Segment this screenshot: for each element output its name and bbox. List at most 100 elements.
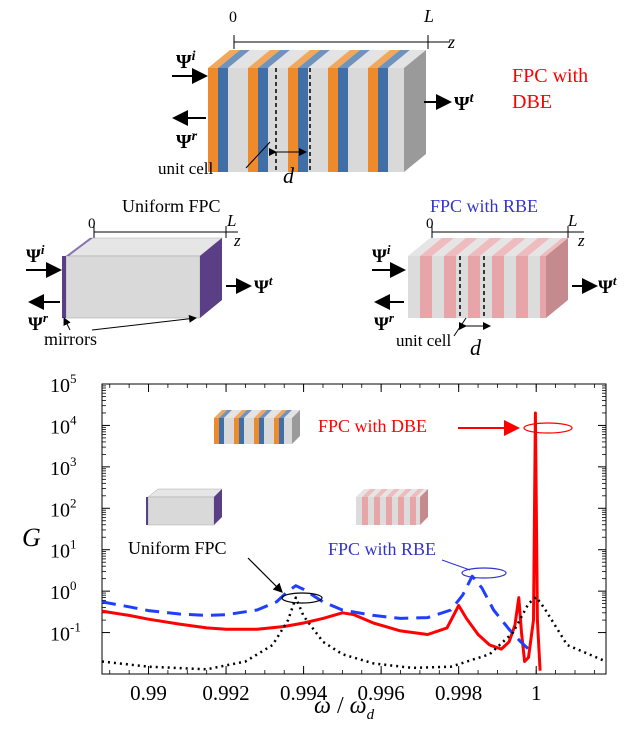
uniform-axis-end: L <box>226 211 236 230</box>
inset-rbe-stripe <box>404 497 410 525</box>
inset-rbe-stripe <box>380 497 386 525</box>
dbe-label-line2: DBE <box>512 91 552 113</box>
inset-dbe-stripe <box>259 418 264 444</box>
dbe-label-line1: FPC with <box>512 65 588 87</box>
rbe-axis-end: L <box>567 211 577 230</box>
dbe-axis-var: z <box>447 32 455 52</box>
inset-dbe-stripe <box>269 418 274 444</box>
uniform-diagram: Uniform FPC 0 L z Ψi Ψr Ψt mirrors <box>26 196 273 349</box>
dbe-axis-start: 0 <box>229 9 237 26</box>
dbe-axis-end: L <box>423 6 434 26</box>
y-axis-label: G <box>22 523 41 552</box>
series-fpc-with-rbe <box>101 574 530 651</box>
uniform-psi-reflected: Ψr <box>28 310 49 335</box>
x-tick-label: 1 <box>531 681 542 705</box>
x-tick-label: 0.99 <box>130 681 167 705</box>
rbe-stripe <box>408 256 420 318</box>
dbe-psi-incident: Ψi <box>176 49 196 73</box>
x-tick-label: 0.994 <box>280 681 328 705</box>
plot-frame <box>101 383 607 675</box>
dbe-stripe <box>378 68 388 172</box>
uniform-psi-transmitted: Ψt <box>254 273 273 298</box>
annotation-dbe: FPC with DBE <box>318 416 427 436</box>
rbe-psi-incident: Ψi <box>372 242 391 267</box>
inset-dbe-icon <box>214 410 300 444</box>
dbe-diagram: 0 L z Ψi Ψr Ψt FPC with DBE unit cell d <box>158 6 588 188</box>
inset-dbe-stripe <box>249 418 254 444</box>
inset-rbe-stripe <box>356 497 362 525</box>
dbe-period-label: d <box>283 163 295 188</box>
x-axis: 0.99 0.992 0.994 0.996 0.998 1 <box>109 384 595 705</box>
dbe-stripe <box>238 68 248 172</box>
dbe-stripe <box>228 68 238 172</box>
dbe-block <box>208 50 426 172</box>
dbe-stripe <box>268 68 278 172</box>
rbe-stripe <box>516 256 528 318</box>
series-group <box>101 411 607 671</box>
series-fpc-with-dbe <box>101 411 542 671</box>
dbe-stripe <box>288 68 298 172</box>
y-tick-label: 103 <box>50 454 77 480</box>
inset-rbe-stripe <box>410 497 416 525</box>
y-tick-label: 100 <box>50 578 77 604</box>
uniform-title: Uniform FPC <box>122 196 221 216</box>
dbe-unit-cell-label: unit cell <box>158 159 214 178</box>
inset-rbe-icon <box>356 489 428 525</box>
rbe-psi-reflected: Ψr <box>374 310 395 335</box>
inset-dbe-stripe <box>214 418 219 444</box>
rbe-stripe <box>432 256 444 318</box>
annotation-uniform-arrow <box>247 557 283 593</box>
inset-dbe-stripe <box>264 418 269 444</box>
inset-rbe-stripe <box>392 497 398 525</box>
dbe-stripe <box>368 68 378 172</box>
inset-rbe-stripe <box>368 497 374 525</box>
y-tick-label: 101 <box>50 537 77 563</box>
inset-dbe-stripe <box>234 418 239 444</box>
inset-dbe-stripe <box>224 418 229 444</box>
inset-dbe-stripe <box>279 418 284 444</box>
dbe-unit-cell-pointer <box>245 141 271 169</box>
uniform-axis-start: 0 <box>88 216 96 232</box>
rbe-stripe <box>468 256 480 318</box>
dbe-stripe <box>278 68 288 172</box>
inset-rbe-stripe <box>398 497 404 525</box>
inset-dbe-stripe <box>254 418 259 444</box>
dbe-stripe <box>248 68 258 172</box>
inset-dbe-stripe <box>239 418 244 444</box>
dbe-stripe <box>298 68 308 172</box>
y-tick-label: 102 <box>50 495 77 521</box>
inset-dbe-stripe <box>289 418 292 444</box>
rbe-psi-transmitted: Ψt <box>598 273 617 298</box>
inset-dbe-stripe <box>284 418 289 444</box>
x-tick-label: 0.992 <box>202 681 249 705</box>
x-tick-label: 0.998 <box>435 681 482 705</box>
dbe-stripe <box>348 68 358 172</box>
rbe-unit-cell-label: unit cell <box>396 331 452 350</box>
inset-dbe-stripe <box>244 418 249 444</box>
dbe-stripe <box>318 68 328 172</box>
inset-rbe-stripe <box>362 497 368 525</box>
inset-dbe-stripe <box>274 418 279 444</box>
annotation-rbe-ellipse <box>461 567 507 579</box>
y-tick-label: 104 <box>50 412 77 438</box>
dbe-stripe <box>358 68 368 172</box>
rbe-block <box>408 238 568 318</box>
y-tick-label: 10-1 <box>50 620 81 646</box>
y-axis: 10-1 100 101 102 103 104 105 <box>50 371 606 646</box>
dbe-psi-reflected: Ψr <box>176 129 198 153</box>
inset-rbe-stripe <box>374 497 380 525</box>
rbe-stripe <box>492 256 504 318</box>
y-tick-label: 105 <box>50 371 77 397</box>
rbe-title: FPC with RBE <box>430 196 538 216</box>
x-tick-label: 0.996 <box>358 681 405 705</box>
series-uniform-fpc <box>101 595 607 671</box>
annotation-uniform-ellipse <box>281 592 323 604</box>
dbe-stripe <box>338 68 348 172</box>
dbe-stripe <box>388 68 398 172</box>
inset-dbe-stripe <box>229 418 234 444</box>
dbe-stripe <box>308 68 318 172</box>
uniform-psi-incident: Ψi <box>26 242 45 267</box>
annotation-rbe: FPC with RBE <box>328 539 436 559</box>
